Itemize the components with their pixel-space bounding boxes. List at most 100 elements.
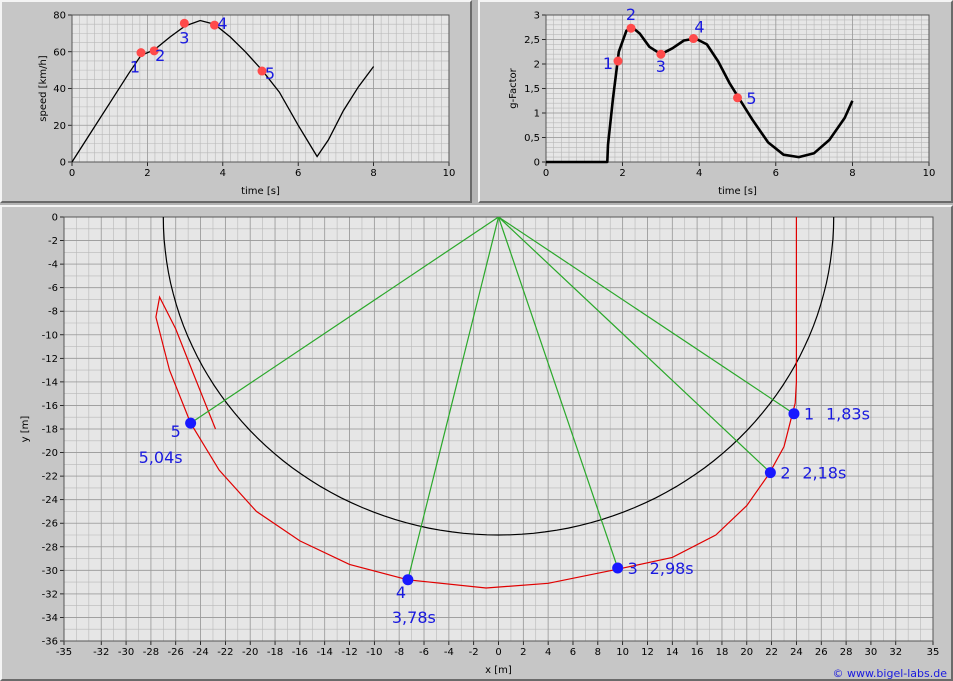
track-point (185, 417, 197, 429)
track-point-time: 5,04s (139, 448, 183, 467)
y-tick-label: 40 (53, 84, 66, 95)
track-chart: -35 -32 -30 -28 -26 -24 -22 -20 -18 -16 -14 -12 -10-… (20, 213, 940, 677)
y-tick-label: 80 (53, 11, 66, 22)
track-point (764, 467, 776, 479)
radius-ray (407, 217, 500, 580)
x-tick-label: 32 (889, 647, 902, 658)
x-tick-label: 8 (370, 168, 376, 179)
y-tick-label: 20 (53, 121, 66, 132)
y-tick-label: -28 (42, 542, 58, 553)
y-tick-label: 1,5 (524, 84, 540, 95)
x-tick-label: 20 (740, 647, 753, 658)
track-point-time: 3,78s (392, 608, 436, 627)
x-tick-label: 4 (220, 168, 226, 179)
gfactor-marker (656, 49, 666, 59)
speed-marker-label: 4 (217, 14, 227, 33)
y-tick-label: -20 (42, 448, 58, 459)
x-tick-label: -12 (341, 647, 357, 658)
radius-ray (190, 217, 499, 424)
x-tick-label: -22 (217, 647, 233, 658)
x-tick-label: -20 (242, 647, 258, 658)
y-axis-label: y [m] (20, 416, 31, 443)
y-tick-label: -8 (48, 307, 58, 318)
x-tick-label: 0 (69, 168, 75, 179)
x-tick-label: 0 (543, 168, 549, 179)
x-tick-label: 28 (840, 647, 853, 658)
x-tick-label: 12 (641, 647, 654, 658)
x-tick-label: 10 (443, 168, 456, 179)
x-axis-label: x [m] (485, 665, 512, 676)
speed-marker (179, 18, 189, 28)
x-tick-label: -28 (143, 647, 159, 658)
x-tick-label: 6 (295, 168, 301, 179)
y-tick-label: 3 (534, 11, 540, 22)
radius-ray (498, 217, 795, 415)
speed-marker (257, 66, 267, 76)
speed-marker-label: 5 (265, 64, 275, 83)
speed-chart-panel: 0 2 4 6 8 10 0 20 40 60 80 time [s] speed [km/h] 1 2 3 4… (0, 0, 472, 203)
x-tick-label: -30 (118, 647, 134, 658)
x-tick-label: 4 (545, 647, 551, 658)
y-axis-label: speed [km/h] (38, 55, 49, 122)
gfactor-marker (688, 34, 698, 44)
gfactor-marker-label: 5 (746, 89, 756, 108)
y-tick-label: -18 (42, 425, 58, 436)
y-tick-label: -10 (42, 330, 58, 341)
y-tick-label: 0 (60, 158, 66, 169)
x-tick-label: -18 (267, 647, 283, 658)
x-tick-label: 10 (616, 647, 629, 658)
vehicle-path (155, 217, 797, 589)
y-tick-label: -30 (42, 566, 58, 577)
y-tick-label: -6 (48, 283, 58, 294)
track-point (402, 574, 414, 586)
speed-marker-label: 3 (179, 28, 189, 47)
x-tick-label: -10 (366, 647, 382, 658)
y-tick-label: -12 (42, 354, 58, 365)
y-tick-label: -26 (42, 519, 58, 530)
gfactor-marker-label: 1 (603, 54, 613, 73)
speed-marker (210, 20, 220, 30)
x-tick-label: 18 (716, 647, 729, 658)
x-tick-label: 16 (691, 647, 704, 658)
speed-line (71, 19, 375, 163)
track-point-time: 2,18s (802, 464, 846, 483)
x-tick-label: -8 (394, 647, 404, 658)
x-tick-label: 24 (790, 647, 803, 658)
speed-marker (149, 46, 159, 56)
x-tick-label: -16 (292, 647, 308, 658)
x-tick-label: 6 (773, 168, 779, 179)
gfactor-marker-label: 4 (694, 18, 704, 37)
y-tick-label: 2 (534, 60, 540, 71)
y-tick-label: 60 (53, 47, 66, 58)
track-plot-group (155, 217, 835, 589)
speed-marker (136, 48, 146, 58)
copyright-text: © www.bigel-labs.de (832, 667, 947, 680)
x-tick-label: 2 (144, 168, 150, 179)
track-point-number: 1 (804, 405, 814, 424)
y-tick-label: -14 (42, 377, 58, 388)
x-tick-label: 6 (570, 647, 576, 658)
track-point (612, 562, 624, 574)
x-tick-label: 2 (520, 647, 526, 658)
x-tick-label: 14 (666, 647, 679, 658)
radius-ray (497, 217, 619, 569)
gfactor-chart-panel: 0 2 4 6 8 10 0 0,5 1 1,5 2 2,5 3 time [s] g-Factor 1 2 3 4… (478, 0, 953, 203)
x-tick-label: 2 (619, 168, 625, 179)
y-tick-label: 0 (52, 213, 58, 224)
x-tick-label: -6 (419, 647, 429, 658)
track-point-number: 4 (396, 583, 406, 602)
gfactor-marker (733, 93, 742, 103)
x-tick-label: -14 (317, 647, 333, 658)
x-tick-label: 26 (815, 647, 828, 658)
x-axis-label: time [s] (241, 186, 280, 197)
y-tick-label: 0 (534, 158, 540, 169)
x-tick-label: 10 (923, 168, 936, 179)
x-tick-label: 8 (849, 168, 855, 179)
gfactor-marker (613, 56, 623, 66)
y-tick-label: -4 (48, 260, 58, 271)
x-tick-label: 35 (927, 647, 940, 658)
track-point-number: 3 (628, 559, 638, 578)
track-point (788, 408, 800, 420)
x-tick-label: 0 (495, 647, 501, 658)
